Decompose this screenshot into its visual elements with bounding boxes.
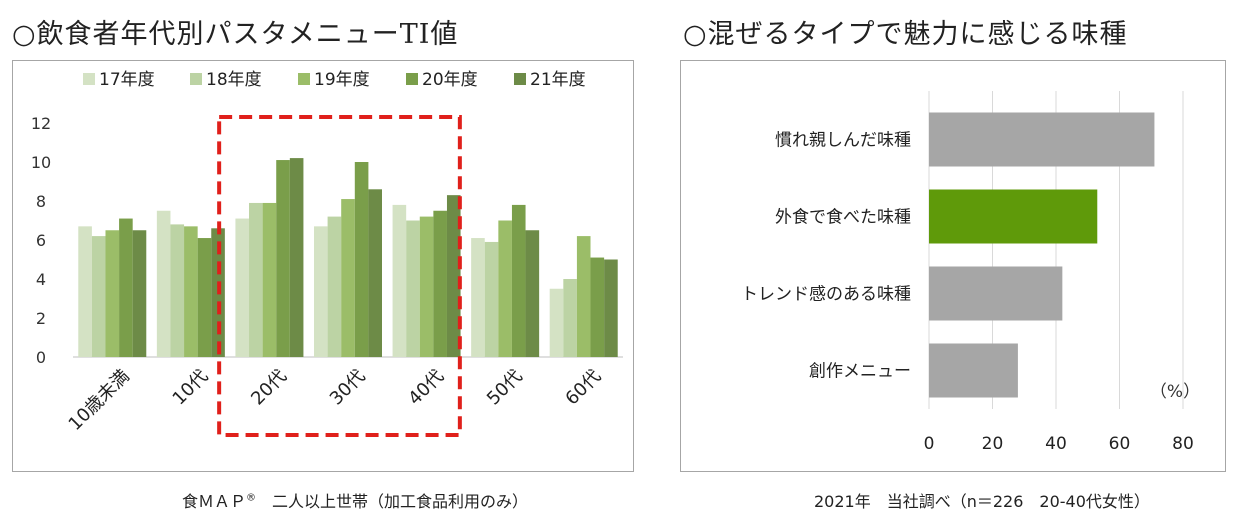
bar (419, 216, 434, 357)
x-tick-label: 10代 (169, 366, 213, 410)
bar (156, 210, 171, 357)
y-tick-label: 10 (31, 153, 51, 172)
y-tick-label: 2 (36, 309, 46, 328)
bar (929, 343, 1018, 398)
bar (549, 288, 564, 357)
y-tick-label: 外食で食べた味種 (775, 208, 911, 228)
bar (249, 202, 263, 357)
bar (929, 112, 1155, 167)
y-tick-label: 8 (36, 192, 46, 211)
highlight-box (217, 115, 462, 437)
bar (289, 158, 304, 357)
bar (576, 236, 591, 357)
bar (368, 189, 382, 357)
bar (433, 210, 447, 357)
legend-label: 18年度 (206, 70, 262, 90)
x-axis-unit: （%） (1150, 382, 1200, 402)
x-tick-label: 30代 (326, 366, 370, 410)
bar (170, 224, 185, 357)
y-tick-label: トレンド感のある味種 (741, 285, 911, 305)
bar (119, 218, 133, 357)
legend-label: 17年度 (99, 70, 155, 90)
legend-label: 19年度 (314, 70, 370, 90)
bar (91, 236, 106, 357)
flavor-bar-chart: 0 20 40 60 80 慣れ親しんだ味種外食で食べた味種トレンド感のある味種創作メニュ… (741, 91, 1200, 454)
left-footnote: 食ＭＡＰ® 二人以上世帯（加工食品利用のみ） (182, 488, 528, 512)
x-tick-label: 40代 (404, 366, 448, 410)
left-footnote-main: 食ＭＡＰ (182, 492, 247, 511)
x-tick-label: 40 (1045, 434, 1067, 454)
legend-swatch (514, 73, 526, 85)
bar (354, 162, 369, 357)
ti-bar-chart: 0 2 4 6 8 10 12 17年度 18年度 19年度 20年度 21年度 10歳未満 10代 20代… (31, 70, 623, 437)
bar (484, 241, 499, 357)
bar (197, 238, 212, 357)
bar (105, 230, 120, 357)
x-tick-label: 20 (982, 434, 1004, 454)
bar (498, 220, 512, 357)
x-tick-label: 10歳未満 (65, 366, 134, 435)
legend-swatch (190, 73, 202, 85)
bar (276, 160, 290, 357)
legend-label: 21年度 (530, 70, 586, 90)
y-tick-label: 6 (36, 231, 46, 250)
bar (525, 230, 540, 357)
bar (327, 216, 342, 357)
bar (511, 204, 526, 357)
right-footnote: 2021年 当社調べ（n＝226 20-40代女性） (814, 492, 1150, 511)
bar (314, 226, 328, 357)
bar (392, 204, 407, 357)
y-tick-label: 4 (36, 270, 46, 289)
bar (471, 238, 485, 357)
bar (604, 259, 618, 357)
bar (262, 202, 277, 357)
left-footnote-rest: 二人以上世帯（加工食品利用のみ） (256, 492, 529, 511)
bar (184, 226, 198, 357)
bar (132, 230, 147, 357)
bar (406, 220, 420, 357)
x-tick-label: 0 (924, 434, 935, 454)
left-chart-panel: 0 2 4 6 8 10 12 17年度 18年度 19年度 20年度 21年度 10歳未満 10代 20代… (12, 60, 634, 472)
bar (929, 189, 1098, 244)
right-chart-panel: 0 20 40 60 80 慣れ親しんだ味種 外食で食べた味種トレンド感のある味種創作メニュ… (680, 60, 1226, 472)
legend-swatch (83, 73, 95, 85)
bar (235, 218, 250, 357)
bar (929, 266, 1063, 321)
bar (563, 279, 577, 357)
x-tick-label: 60代 (561, 366, 605, 410)
registered-mark: ® (246, 492, 257, 504)
bar (341, 199, 355, 357)
y-tick-label: 創作メニュー (809, 362, 911, 382)
bar (590, 257, 605, 357)
y-tick-label: 0 (36, 348, 46, 367)
x-tick-label: 50代 (483, 366, 527, 410)
legend-label: 20年度 (422, 70, 478, 90)
right-chart-title: ○混ぜるタイプで魅力に感じる味種 (683, 19, 1128, 50)
bar (446, 195, 461, 357)
y-tick-label: 12 (31, 114, 51, 133)
y-tick-label: 慣れ親しんだ味種 (775, 131, 911, 151)
x-tick-label: 20代 (247, 366, 291, 410)
legend-swatch (406, 73, 418, 85)
x-tick-label: 80 (1172, 434, 1194, 454)
bar (78, 226, 92, 357)
x-tick-label: 60 (1109, 434, 1131, 454)
legend-swatch (298, 73, 310, 85)
left-chart-title: ○飲食者年代別パスタメニューTI値 (12, 19, 459, 50)
